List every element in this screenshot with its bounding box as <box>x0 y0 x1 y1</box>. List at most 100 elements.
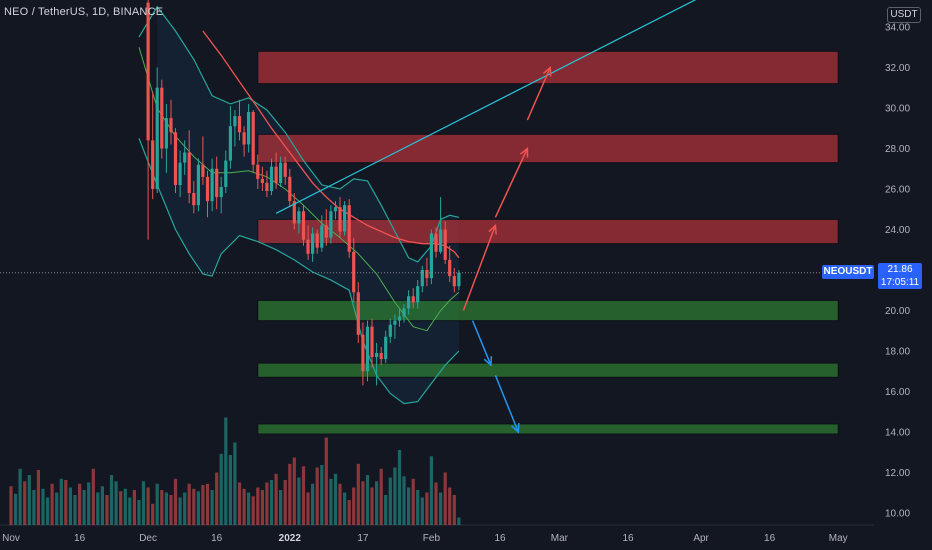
volume-bar <box>36 470 40 525</box>
volume-bar <box>14 493 18 526</box>
resistance-zone <box>257 218 839 245</box>
last-price-value: 21.86 <box>887 264 913 275</box>
volume-bar <box>178 497 182 525</box>
volume-bar <box>146 487 150 525</box>
candle-body <box>416 286 420 303</box>
projection-arrow-down <box>471 320 492 366</box>
projection-arrow-up <box>462 225 497 311</box>
volume-bar <box>416 490 420 525</box>
volume-bar <box>379 468 383 526</box>
volume-bar <box>297 477 301 525</box>
volume-bar <box>356 463 360 526</box>
price-tick-label: 30.00 <box>885 104 910 115</box>
candle-body <box>352 251 356 293</box>
resistance-zone <box>257 50 839 85</box>
bar-countdown: 17:05:11 <box>880 277 920 288</box>
support-zone <box>257 299 839 322</box>
candle-body <box>384 336 388 360</box>
volume-bar <box>205 483 210 526</box>
volume-bar <box>237 482 242 525</box>
time-tick-label: 16 <box>622 533 634 544</box>
candle-body <box>247 112 251 145</box>
volume-bar <box>256 487 260 525</box>
volume-bar <box>288 463 292 526</box>
candle-body <box>192 193 196 206</box>
time-tick-label: May <box>829 533 848 544</box>
time-tick-label: 16 <box>764 533 776 544</box>
volume-bar <box>100 486 104 526</box>
candle-body <box>283 162 287 177</box>
candle-body <box>311 233 315 254</box>
volume-bar <box>151 503 155 526</box>
volume-bar <box>224 417 228 525</box>
volume-bar <box>402 476 406 526</box>
price-tick-label: 10.00 <box>885 509 910 520</box>
price-tick-label: 28.00 <box>885 144 910 155</box>
candle-body <box>183 152 187 163</box>
candle-body <box>320 225 324 248</box>
candle-body <box>196 164 200 206</box>
volume-bar <box>439 492 443 525</box>
candle-body <box>169 118 173 133</box>
volume-bar <box>59 478 63 526</box>
volume-bar <box>269 480 274 525</box>
candle-body <box>452 276 456 287</box>
candle-body <box>420 270 424 287</box>
price-tick-label: 16.00 <box>885 387 910 398</box>
candle-body <box>429 233 433 279</box>
candle-body <box>388 324 392 337</box>
volume-bar <box>393 467 397 525</box>
projection-arrow-up-head <box>542 65 552 77</box>
volume-bar <box>283 480 287 525</box>
candle-body <box>379 353 383 360</box>
candle-body <box>215 168 219 198</box>
volume-bar <box>260 490 264 525</box>
currency-label[interactable]: USDT <box>887 7 921 23</box>
candle-body <box>187 152 191 193</box>
candle-body <box>205 176 210 202</box>
candle-body <box>361 334 365 372</box>
projection-arrow-up-head <box>519 146 529 158</box>
volume-bar <box>114 481 118 526</box>
volume-bar <box>384 495 388 525</box>
volume-bar <box>233 442 237 525</box>
volume-bar <box>361 481 365 526</box>
candle-body <box>160 87 164 149</box>
volume-bar <box>292 457 296 525</box>
volume-bar <box>27 475 31 525</box>
time-tick-label: Apr <box>693 533 709 544</box>
candle-body <box>457 272 461 287</box>
volume-bar <box>452 495 456 525</box>
time-tick-label: Dec <box>139 533 157 544</box>
volume-bar <box>169 495 173 525</box>
volume-bar <box>301 466 306 526</box>
symbol-title: NEO / TetherUS, 1D, BINANCE <box>4 6 164 18</box>
price-tick-label: 12.00 <box>885 468 910 479</box>
volume-bar <box>375 481 379 526</box>
projection-arrow-up-head <box>488 223 497 235</box>
price-tick-label: 32.00 <box>885 63 910 74</box>
candle-body <box>393 320 397 325</box>
candle-body <box>329 211 333 238</box>
volume-bar <box>91 468 95 526</box>
candle-body <box>251 112 255 165</box>
candle-body <box>260 178 264 183</box>
volume-bar <box>46 497 50 525</box>
support-zone <box>257 423 839 435</box>
candle-body <box>173 132 178 185</box>
volume-bar <box>365 475 370 525</box>
volume-bar <box>55 492 59 525</box>
volume-bar <box>64 480 68 525</box>
volume-bar <box>352 487 356 525</box>
candle-body <box>146 2 150 141</box>
volume-bar <box>196 491 200 526</box>
price-tick-label: 24.00 <box>885 225 910 236</box>
candle-body <box>425 270 429 279</box>
volume-bar <box>315 467 319 525</box>
volume-bar <box>87 482 91 525</box>
candle-body <box>155 87 159 189</box>
bollinger-mid-line <box>138 47 460 332</box>
candle-body <box>269 166 274 191</box>
candle-body <box>224 160 228 187</box>
